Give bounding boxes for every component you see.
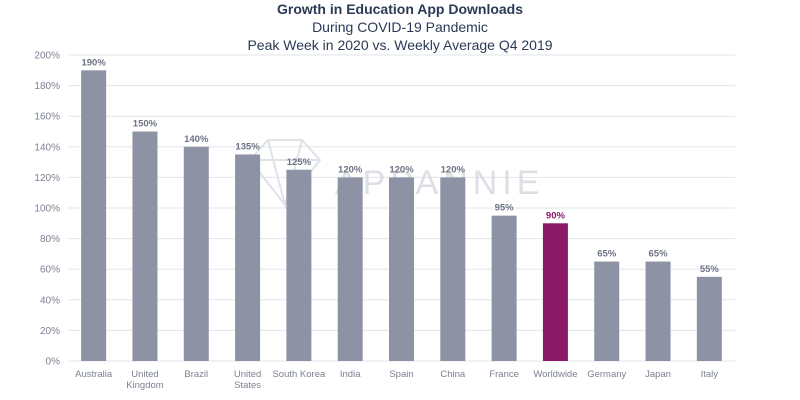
y-tick-label: 40% (40, 295, 60, 306)
x-tick-label: Brazil (184, 369, 208, 380)
data-label: 120% (338, 164, 363, 175)
x-tick-label: Italy (701, 369, 719, 380)
data-label: 65% (649, 249, 669, 260)
data-label: 135% (235, 141, 260, 152)
bar-brazil (183, 146, 209, 361)
x-tick-label: Germany (587, 369, 626, 380)
bar-united-kingdom (132, 131, 158, 361)
bar-india (337, 177, 363, 361)
x-tick-label: Australia (75, 369, 113, 380)
x-tick-label: Worldwide (533, 369, 577, 380)
bar-france (491, 215, 517, 361)
y-tick-label: 80% (40, 234, 60, 245)
data-label: 120% (389, 164, 414, 175)
bar-worldwide (542, 223, 568, 361)
bar-germany (594, 261, 620, 361)
chart-subtitle-line-2: Peak Week in 2020 vs. Weekly Average Q4 … (247, 37, 553, 53)
watermark-logo-icon (248, 139, 322, 209)
chart-header: Growth in Education App Downloads During… (0, 0, 800, 54)
data-label: 140% (184, 134, 209, 145)
data-label: 190% (81, 57, 106, 68)
chart-title: Growth in Education App Downloads (276, 1, 524, 17)
bar-spain (389, 177, 414, 361)
data-label: 150% (133, 119, 158, 130)
bar-china (440, 177, 466, 361)
watermark-text: APPANNIE (335, 164, 544, 202)
y-tick-label: 120% (34, 173, 60, 184)
x-tick-label: United Kingdom (126, 369, 164, 391)
y-tick-label: 0% (46, 357, 61, 368)
bar-south-korea (286, 169, 312, 361)
y-tick-label: 200% (34, 51, 60, 62)
data-label: 65% (597, 249, 617, 260)
y-tick-label: 100% (34, 204, 60, 215)
x-tick-label: China (440, 369, 466, 380)
x-tick-label: France (489, 369, 519, 380)
x-tick-label: United States (234, 369, 261, 391)
data-label: 120% (441, 164, 466, 175)
y-tick-label: 140% (34, 142, 60, 153)
watermark: APPANNIE (248, 139, 544, 209)
x-tick-label: Spain (389, 369, 413, 380)
data-label: 90% (546, 210, 566, 221)
bar-japan (645, 261, 671, 361)
y-tick-label: 160% (34, 112, 60, 123)
data-label: 95% (495, 203, 515, 214)
x-tick-label: Japan (645, 369, 671, 380)
bar-australia (81, 70, 107, 362)
bar-united-states (235, 154, 261, 361)
chart-subtitle-line-1: During COVID-19 Pandemic (312, 19, 488, 35)
y-tick-label: 180% (34, 81, 60, 92)
bar-italy (696, 276, 722, 361)
data-label: 125% (287, 157, 312, 168)
y-tick-label: 60% (40, 265, 60, 276)
y-tick-label: 20% (40, 326, 60, 337)
data-label: 55% (700, 264, 720, 275)
x-tick-label: South Korea (272, 369, 326, 380)
x-tick-label: India (340, 369, 361, 380)
